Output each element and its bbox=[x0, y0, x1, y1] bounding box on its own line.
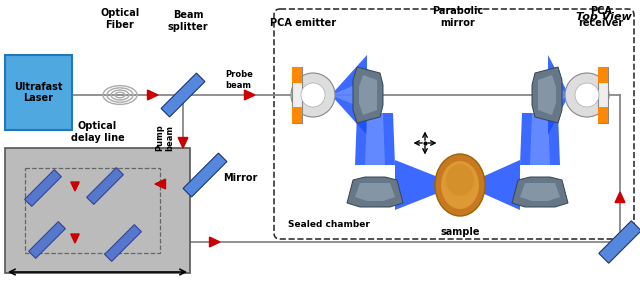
Polygon shape bbox=[530, 113, 550, 165]
Ellipse shape bbox=[435, 154, 485, 216]
Polygon shape bbox=[71, 182, 79, 191]
Text: Probe
beam: Probe beam bbox=[225, 70, 253, 90]
Polygon shape bbox=[355, 183, 395, 201]
Ellipse shape bbox=[441, 161, 479, 209]
Polygon shape bbox=[86, 168, 124, 204]
Polygon shape bbox=[183, 153, 227, 197]
Text: Optical
delay line: Optical delay line bbox=[70, 121, 124, 143]
Ellipse shape bbox=[446, 164, 474, 196]
Text: Top View: Top View bbox=[576, 12, 632, 22]
Polygon shape bbox=[365, 113, 385, 165]
FancyBboxPatch shape bbox=[5, 148, 190, 273]
Polygon shape bbox=[359, 75, 377, 115]
Polygon shape bbox=[104, 225, 141, 261]
Bar bbox=[598, 107, 608, 123]
Polygon shape bbox=[615, 192, 625, 202]
Circle shape bbox=[291, 73, 335, 117]
Polygon shape bbox=[482, 160, 520, 210]
Polygon shape bbox=[147, 90, 158, 100]
Polygon shape bbox=[331, 80, 367, 110]
Polygon shape bbox=[395, 160, 438, 210]
Polygon shape bbox=[209, 237, 220, 247]
Bar bbox=[292, 67, 302, 83]
Text: Pump
beam: Pump beam bbox=[156, 125, 175, 151]
Text: Mirror: Mirror bbox=[223, 173, 257, 183]
Bar bbox=[598, 67, 608, 123]
Text: sample: sample bbox=[440, 227, 480, 237]
Polygon shape bbox=[532, 67, 562, 123]
Text: Sealed chamber: Sealed chamber bbox=[288, 220, 370, 229]
Polygon shape bbox=[331, 55, 367, 135]
Polygon shape bbox=[355, 113, 395, 165]
Text: Ultrafast
Laser: Ultrafast Laser bbox=[14, 82, 63, 103]
Polygon shape bbox=[353, 67, 383, 123]
Bar bbox=[292, 67, 302, 123]
Polygon shape bbox=[24, 169, 61, 206]
Bar bbox=[25, 168, 160, 253]
Polygon shape bbox=[161, 73, 205, 117]
Polygon shape bbox=[155, 179, 166, 189]
Polygon shape bbox=[538, 75, 556, 115]
FancyBboxPatch shape bbox=[5, 55, 72, 130]
Polygon shape bbox=[178, 138, 188, 148]
Polygon shape bbox=[520, 183, 560, 201]
Circle shape bbox=[301, 83, 325, 107]
Polygon shape bbox=[512, 177, 568, 207]
Text: PCA emitter: PCA emitter bbox=[270, 18, 336, 28]
Polygon shape bbox=[548, 55, 569, 135]
Polygon shape bbox=[599, 221, 640, 263]
Text: Optical
Fiber: Optical Fiber bbox=[100, 8, 140, 30]
Bar bbox=[292, 107, 302, 123]
Polygon shape bbox=[29, 222, 65, 258]
Polygon shape bbox=[244, 90, 255, 100]
Bar bbox=[598, 67, 608, 83]
Text: Parabolic
mirror: Parabolic mirror bbox=[432, 6, 483, 28]
Circle shape bbox=[575, 83, 599, 107]
Text: PCA
receiver: PCA receiver bbox=[579, 6, 623, 28]
Polygon shape bbox=[71, 234, 79, 243]
Polygon shape bbox=[520, 113, 560, 165]
Polygon shape bbox=[347, 177, 403, 207]
Circle shape bbox=[565, 73, 609, 117]
Polygon shape bbox=[548, 80, 569, 110]
Text: Beam
splitter: Beam splitter bbox=[168, 10, 208, 32]
